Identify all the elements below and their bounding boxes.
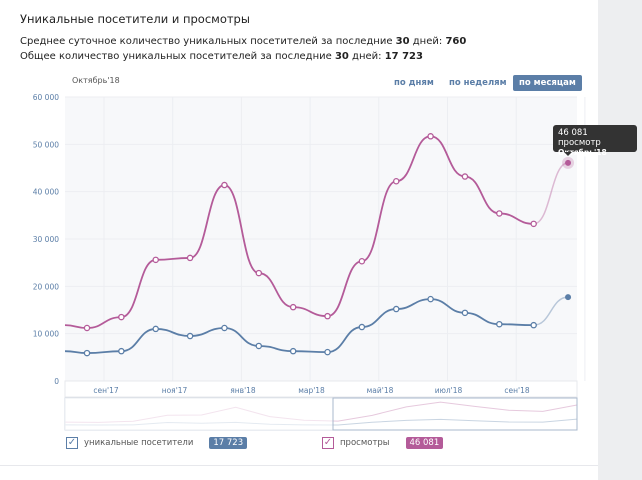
data-point[interactable] <box>83 349 91 357</box>
y-tick-label: 50 000 <box>33 140 59 149</box>
data-point[interactable] <box>152 256 159 264</box>
data-point[interactable] <box>496 320 503 328</box>
data-point[interactable] <box>461 173 469 180</box>
x-tick-label: янв'18 <box>230 386 256 395</box>
y-tick-label: 20 000 <box>33 282 59 291</box>
tooltip-period: Октябрь'18 <box>558 148 607 157</box>
y-tick-label: 10 000 <box>33 330 59 339</box>
checkbox-icon[interactable]: ✓ <box>66 437 78 449</box>
legend-label: просмотры <box>340 438 390 448</box>
period-label: Октябрь'18 <box>72 76 120 85</box>
legend-unique-visitors[interactable]: ✓ уникальные посетители 17 723 <box>66 437 248 449</box>
data-point[interactable] <box>289 347 297 355</box>
data-point[interactable] <box>289 303 297 311</box>
y-tick-label: 60 000 <box>33 93 59 102</box>
series-line-partial <box>533 162 569 225</box>
data-point[interactable] <box>118 313 125 321</box>
total-stat: Общее количество уникальных посетителей … <box>20 51 423 62</box>
tooltip: 46 081 просмотр Октябрь'18 <box>553 125 637 157</box>
x-tick-label: ноя'17 <box>162 386 188 395</box>
checkbox-icon[interactable]: ✓ <box>322 437 334 449</box>
legend-label: уникальные посетители <box>84 438 194 448</box>
data-point[interactable] <box>530 220 537 228</box>
data-point[interactable] <box>565 159 572 166</box>
x-tick-label: сен'18 <box>504 386 529 395</box>
data-point[interactable] <box>152 325 159 333</box>
right-sidebar <box>598 0 642 480</box>
data-point[interactable] <box>255 269 263 277</box>
data-point[interactable] <box>83 324 91 332</box>
x-tick-label: мар'18 <box>298 386 325 395</box>
divider <box>0 465 598 466</box>
data-point[interactable] <box>530 321 537 329</box>
avg-daily-stat: Среднее суточное количество уникальных п… <box>20 36 467 47</box>
x-tick-label: сен'17 <box>93 386 118 395</box>
data-point[interactable] <box>118 347 125 355</box>
navigator-selection[interactable] <box>332 397 578 431</box>
y-tick-label: 40 000 <box>33 188 59 197</box>
data-point[interactable] <box>255 342 263 350</box>
by-days-button[interactable]: по дням <box>394 78 434 88</box>
data-point[interactable] <box>427 133 434 140</box>
data-point[interactable] <box>392 178 400 185</box>
legend-badge: 17 723 <box>209 437 248 449</box>
legend-badge: 46 081 <box>405 437 444 449</box>
by-weeks-button[interactable]: по неделям <box>449 78 507 88</box>
data-point[interactable] <box>392 305 400 313</box>
data-point[interactable] <box>221 324 228 332</box>
data-point[interactable] <box>565 294 572 301</box>
by-months-button[interactable]: по месяцам <box>513 75 582 91</box>
data-point[interactable] <box>221 181 228 189</box>
legend-views[interactable]: ✓ просмотры 46 081 <box>322 437 444 449</box>
x-tick-label: июл'18 <box>435 386 463 395</box>
tooltip-value: 46 081 просмотр <box>558 128 601 148</box>
data-point[interactable] <box>358 257 366 265</box>
data-point[interactable] <box>324 348 331 356</box>
data-point[interactable] <box>186 254 194 262</box>
line-chart[interactable]: 0 10 000 20 000 30 000 40 000 50 000 60 000 сен… <box>0 0 598 465</box>
data-point[interactable] <box>186 332 194 340</box>
data-point[interactable] <box>461 309 469 317</box>
data-point[interactable] <box>324 312 331 320</box>
series-line-partial <box>533 296 569 326</box>
navigator-mask <box>65 398 333 430</box>
section-title: Уникальные посетители и просмотры <box>20 12 250 26</box>
data-point[interactable] <box>427 295 434 303</box>
x-tick-label: май'18 <box>367 386 394 395</box>
data-point[interactable] <box>496 210 503 217</box>
x-axis <box>64 380 578 398</box>
y-tick-label: 30 000 <box>33 235 59 244</box>
y-tick-label: 0 <box>54 377 59 386</box>
data-point[interactable] <box>358 323 366 331</box>
